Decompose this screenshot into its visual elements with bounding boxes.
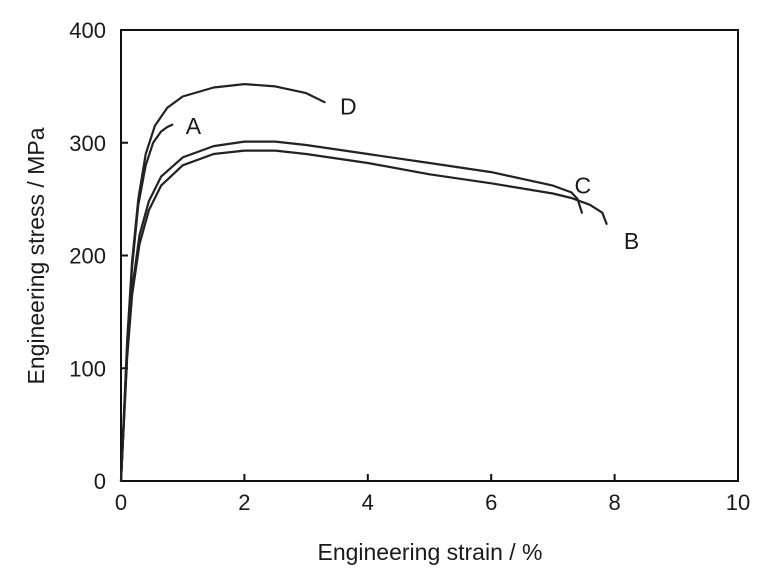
x-tick-label: 10 <box>726 490 750 515</box>
plot-area-border <box>120 29 739 482</box>
x-tick-label: 2 <box>238 490 250 515</box>
y-tick-label: 100 <box>69 356 106 381</box>
curve-d <box>119 83 326 483</box>
x-tick-label: 6 <box>485 490 497 515</box>
curve-label-a: A <box>186 113 202 139</box>
curve-c <box>119 140 583 483</box>
x-axis: 0 2 4 6 8 10 <box>115 474 750 515</box>
x-axis-title: Engineering strain / % <box>317 539 542 565</box>
plot-frame <box>120 29 739 482</box>
curve-label-b: B <box>624 228 639 254</box>
y-axis: 0 100 200 300 400 <box>69 18 128 494</box>
x-tick-label: 4 <box>362 490 374 515</box>
curves <box>119 83 608 483</box>
y-tick-label: 400 <box>69 18 106 43</box>
y-tick-label: 0 <box>94 469 106 494</box>
y-tick-label: 300 <box>69 131 106 156</box>
y-axis-title: Engineering stress / MPa <box>23 127 49 384</box>
curve-label-c: C <box>574 173 591 199</box>
curve-b <box>119 149 608 483</box>
curve-labels: A B C D <box>186 94 639 254</box>
curve-label-d: D <box>340 94 357 120</box>
y-tick-label: 200 <box>69 244 106 269</box>
x-tick-label: 8 <box>608 490 620 515</box>
x-tick-label: 0 <box>115 490 127 515</box>
